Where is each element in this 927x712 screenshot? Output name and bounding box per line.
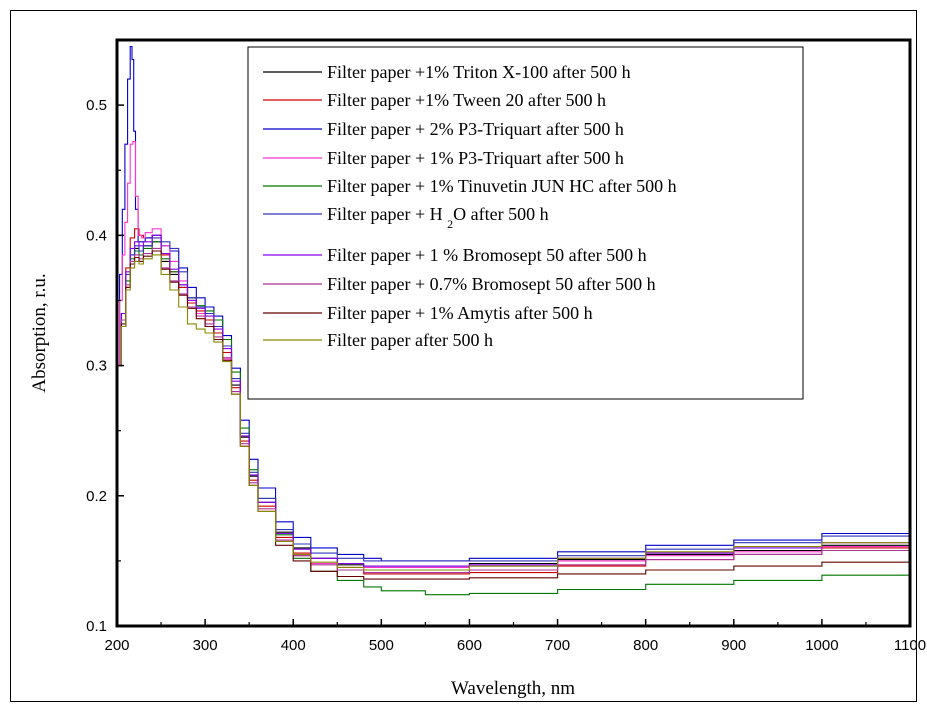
x-tick-label: 500: [369, 637, 394, 654]
x-tick-label: 200: [104, 637, 129, 654]
legend-label-5: Filter paper + 1% Tinuvetin JUN HC after…: [327, 176, 677, 196]
x-tick-label: 1100: [894, 637, 926, 654]
y-tick-label: 0.3: [86, 358, 107, 375]
x-tick-label: 700: [545, 637, 570, 654]
y-tick-label: 0.5: [86, 97, 107, 114]
series-line-9: [117, 250, 911, 580]
legend-label-2: Filter paper +1% Tween 20 after 500 h: [327, 90, 606, 110]
x-axis-title: Wavelength, nm: [451, 678, 575, 699]
x-tick-label: 1000: [805, 637, 838, 654]
legend-label-9: Filter paper + 1% Amytis after 500 h: [327, 303, 593, 323]
legend-label-1: Filter paper +1% Triton X-100 after 500 …: [327, 62, 631, 82]
series-layer: [117, 45, 911, 596]
y-tick-label: 0.2: [86, 488, 107, 505]
series-line-10: [117, 254, 911, 571]
x-tick-label: 400: [281, 637, 306, 654]
legend-label-3: Filter paper + 2% P3-Triquart after 500 …: [327, 119, 624, 139]
x-tick-label: 900: [721, 637, 746, 654]
series-line-7: [117, 234, 911, 567]
x-tick-label: 300: [193, 637, 218, 654]
x-tick-label: 600: [457, 637, 482, 654]
legend-box: [247, 46, 804, 400]
legend-label-8: Filter paper + 0.7% Bromosept 50 after 5…: [327, 274, 656, 294]
legend-label-10: Filter paper after 500 h: [327, 330, 493, 350]
legend-subscript: 2: [447, 217, 453, 231]
legend-label-6: Filter paper + H 2O after 500 h: [327, 204, 549, 231]
y-tick-label: 0.4: [86, 227, 107, 244]
x-tick-label: 800: [633, 637, 658, 654]
legend-label-4: Filter paper + 1% P3-Triquart after 500 …: [327, 148, 624, 168]
legend-label-7: Filter paper + 1 % Bromosept 50 after 50…: [327, 245, 647, 265]
axis-ticks: 200 300 400 500 600 700 800 900 1000 1100 0.1 0.2 0.…: [86, 39, 926, 654]
y-axis-title: Absorption, r.u.: [29, 273, 50, 392]
y-tick-label: 0.1: [86, 618, 107, 635]
outer-border: [10, 10, 917, 702]
legend: Filter paper +1% Triton X-100 after 500 …: [247, 46, 804, 400]
